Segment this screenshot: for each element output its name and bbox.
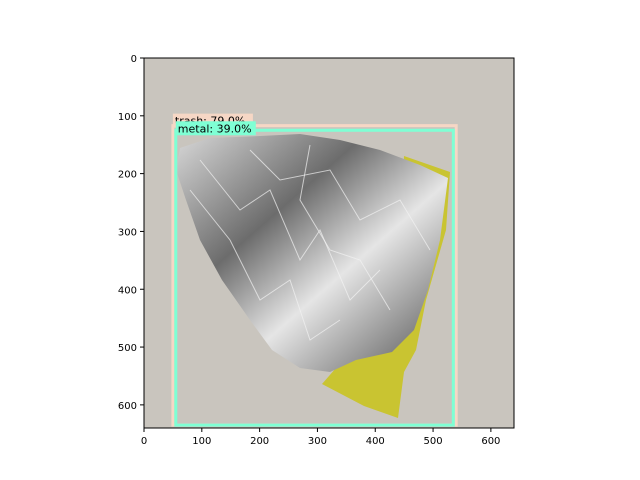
x-tick-label: 100: [192, 436, 211, 447]
y-tick-label: 100: [118, 112, 137, 123]
x-tick-label: 500: [424, 436, 443, 447]
y-tick-label: 0: [131, 54, 137, 65]
detection-label-bg-1: [175, 121, 256, 136]
y-axis: 0 100 200 300 400 500 600: [118, 54, 144, 412]
axes-frame: [143, 57, 515, 429]
foil-creases: [189, 144, 431, 341]
x-tick-label: 300: [308, 436, 327, 447]
detection-label-1: metal: 39.0%: [178, 122, 252, 135]
x-tick-label: 400: [366, 436, 385, 447]
detections-layer: trash: 79.0%metal: 39.0%: [171, 113, 458, 427]
foil-wrapper: [176, 134, 448, 372]
x-tick-label: 0: [141, 436, 147, 447]
y-tick-label: 300: [118, 227, 137, 238]
x-tick-label: 200: [250, 436, 269, 447]
x-axis: 0 100 200 300 400 500 600: [141, 428, 500, 447]
x-tick-label: 600: [481, 436, 500, 447]
y-tick-label: 600: [118, 401, 137, 412]
y-tick-label: 500: [118, 343, 137, 354]
y-tick-label: 400: [118, 285, 137, 296]
y-tick-label: 200: [118, 170, 137, 181]
detection-box-1: [174, 128, 455, 427]
photo: [144, 58, 514, 428]
